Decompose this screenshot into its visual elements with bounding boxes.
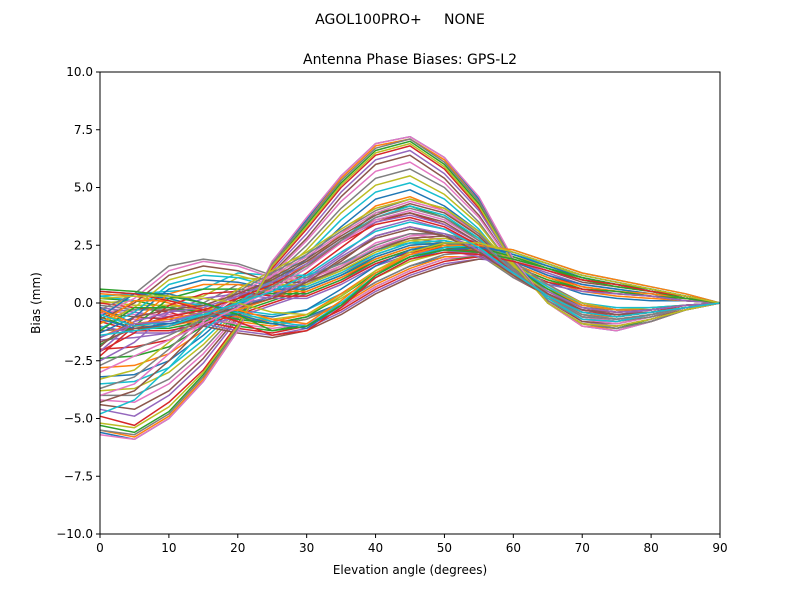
y-axis: −10.0 −7.5 −5.0 −2.5 0.0 2.5 5.0 7.5 10.0: [56, 65, 100, 541]
series-line-68: [99, 207, 721, 367]
y-tick-label: 0.0: [74, 296, 93, 310]
series-line-42: [99, 244, 721, 339]
x-tick-label: 60: [506, 541, 521, 555]
y-tick-label: 7.5: [74, 123, 93, 137]
x-axis-label: Elevation angle (degrees): [333, 563, 487, 577]
figure-suptitle: AGOL100PRO+ NONE: [315, 12, 485, 28]
y-tick-label: −5.0: [64, 412, 93, 426]
series-line-50: [99, 205, 721, 415]
series-layer: [99, 135, 721, 441]
x-tick-label: 80: [643, 541, 658, 555]
chart-title: Antenna Phase Biases: GPS-L2: [303, 52, 517, 68]
series-line-70: [99, 221, 721, 337]
series-line-69: [99, 242, 721, 316]
series-line-58: [99, 138, 721, 436]
y-tick-label: 10.0: [66, 65, 93, 79]
y-tick-label: −7.5: [64, 469, 93, 483]
series-line-57: [99, 135, 721, 441]
y-tick-label: 2.5: [74, 238, 93, 252]
x-tick-label: 50: [437, 541, 452, 555]
y-tick-label: 5.0: [74, 181, 93, 195]
x-tick-label: 20: [230, 541, 245, 555]
y-axis-label: Bias (mm): [29, 272, 43, 334]
series-line-64: [99, 251, 721, 337]
x-tick-label: 70: [575, 541, 590, 555]
x-tick-label: 10: [161, 541, 176, 555]
x-tick-label: 30: [299, 541, 314, 555]
x-tick-label: 40: [368, 541, 383, 555]
series-line-59: [99, 142, 721, 429]
x-tick-label: 0: [96, 541, 104, 555]
x-tick-label: 90: [712, 541, 727, 555]
x-axis: 0 10 20 30 40 50 60 70 80 90: [96, 534, 728, 555]
y-tick-label: −2.5: [64, 354, 93, 368]
series-line-56: [99, 212, 721, 348]
series-line-7: [99, 161, 721, 404]
y-tick-label: −10.0: [56, 527, 93, 541]
